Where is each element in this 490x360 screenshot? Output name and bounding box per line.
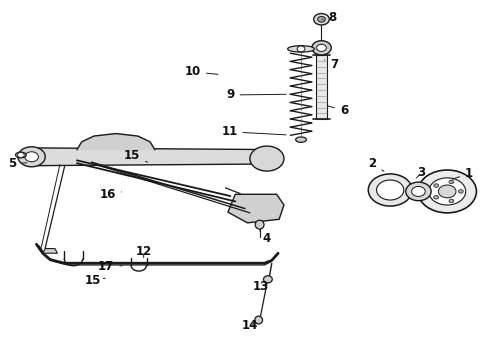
Text: 9: 9 [226,89,286,102]
Text: 12: 12 [136,245,152,258]
Circle shape [368,174,412,206]
Text: 13: 13 [253,280,269,293]
Circle shape [459,190,463,193]
Text: 8: 8 [322,10,337,24]
Text: 6: 6 [327,104,348,117]
Circle shape [250,146,284,171]
Text: 4: 4 [260,231,271,246]
Circle shape [18,147,45,167]
Text: 15: 15 [124,149,147,162]
Circle shape [297,46,305,52]
Polygon shape [228,194,284,223]
Circle shape [376,180,404,200]
Circle shape [312,41,331,55]
Circle shape [412,186,425,197]
Circle shape [418,170,476,213]
Text: 15: 15 [84,274,105,287]
Ellipse shape [288,46,315,52]
Text: 7: 7 [324,58,338,71]
Circle shape [318,17,325,22]
Circle shape [25,152,38,162]
Text: 16: 16 [99,188,122,201]
Text: 5: 5 [8,157,27,170]
Text: 14: 14 [242,319,258,332]
Ellipse shape [16,152,26,158]
Text: 17: 17 [98,260,122,273]
Polygon shape [316,55,327,119]
Text: 2: 2 [368,157,384,171]
Circle shape [449,199,454,203]
Ellipse shape [295,137,306,142]
Circle shape [406,182,431,201]
Text: 10: 10 [185,65,218,78]
Circle shape [449,180,454,184]
Polygon shape [43,249,57,253]
Ellipse shape [255,220,264,229]
Text: 1: 1 [452,167,473,180]
Circle shape [434,195,439,199]
Text: 3: 3 [416,166,425,179]
Circle shape [317,44,326,51]
Circle shape [439,185,456,198]
Ellipse shape [264,276,272,283]
Circle shape [429,178,466,205]
Circle shape [434,184,439,187]
Polygon shape [77,134,155,150]
Circle shape [18,153,24,157]
Text: 11: 11 [221,125,286,138]
Circle shape [314,14,329,25]
Ellipse shape [255,316,263,324]
Polygon shape [28,148,279,166]
